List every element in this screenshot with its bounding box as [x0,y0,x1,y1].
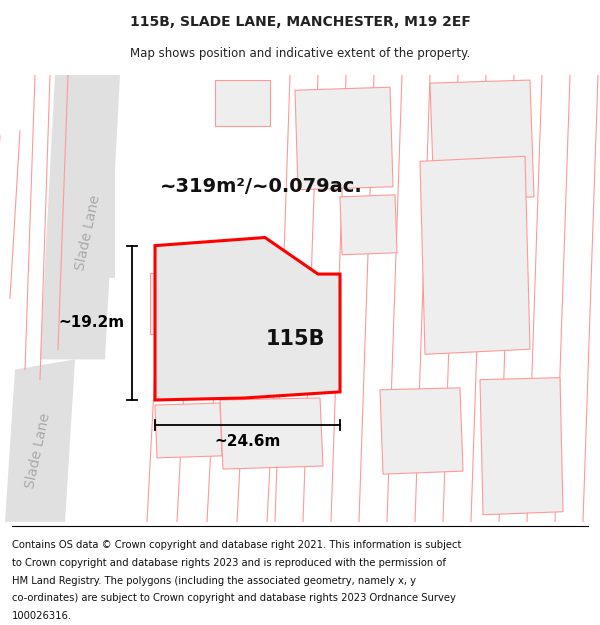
Polygon shape [380,388,463,474]
Polygon shape [40,75,120,359]
Text: Slade Lane: Slade Lane [23,412,53,490]
Polygon shape [420,156,530,354]
Text: ~319m²/~0.079ac.: ~319m²/~0.079ac. [160,177,363,196]
Polygon shape [220,398,323,469]
Polygon shape [155,238,340,400]
Text: Map shows position and indicative extent of the property.: Map shows position and indicative extent… [130,48,470,61]
Polygon shape [480,378,563,515]
Polygon shape [60,75,115,278]
Text: ~19.2m: ~19.2m [58,315,124,330]
Text: Contains OS data © Crown copyright and database right 2021. This information is : Contains OS data © Crown copyright and d… [12,541,461,551]
Polygon shape [215,80,270,126]
Polygon shape [150,273,210,334]
Polygon shape [5,359,75,522]
Text: to Crown copyright and database rights 2023 and is reproduced with the permissio: to Crown copyright and database rights 2… [12,558,446,568]
Polygon shape [430,80,534,200]
Text: ~24.6m: ~24.6m [214,434,281,449]
Polygon shape [295,87,393,190]
Text: Slade Lane: Slade Lane [73,194,103,271]
Text: 115B: 115B [265,329,325,349]
Polygon shape [155,403,222,458]
Text: 115B, SLADE LANE, MANCHESTER, M19 2EF: 115B, SLADE LANE, MANCHESTER, M19 2EF [130,16,470,29]
Text: HM Land Registry. The polygons (including the associated geometry, namely x, y: HM Land Registry. The polygons (includin… [12,576,416,586]
Text: co-ordinates) are subject to Crown copyright and database rights 2023 Ordnance S: co-ordinates) are subject to Crown copyr… [12,593,456,603]
Text: 100026316.: 100026316. [12,611,72,621]
Polygon shape [340,195,397,255]
